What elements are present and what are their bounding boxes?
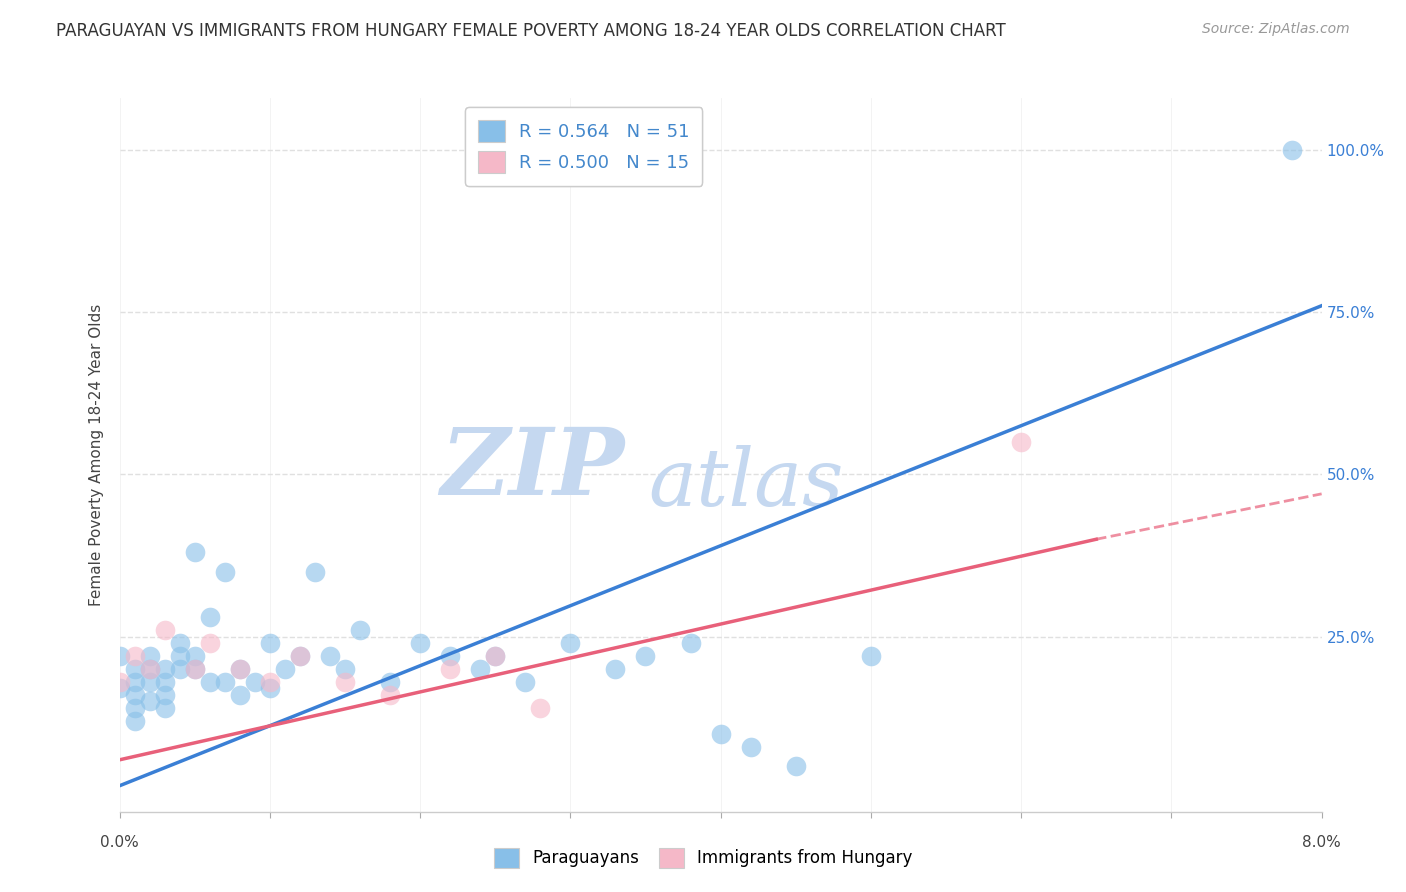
Point	[333, 662, 356, 676]
Point	[259, 681, 281, 696]
Point	[138, 662, 160, 676]
Point	[198, 610, 221, 624]
Point	[243, 675, 266, 690]
Point	[378, 675, 401, 690]
Point	[153, 675, 176, 690]
Point	[183, 648, 205, 663]
Point	[138, 662, 160, 676]
Point	[153, 701, 176, 715]
Point	[124, 714, 146, 728]
Point	[198, 636, 221, 650]
Point	[124, 688, 146, 702]
Point	[785, 759, 807, 773]
Point	[169, 648, 191, 663]
Point	[183, 662, 205, 676]
Point	[529, 701, 551, 715]
Point	[124, 675, 146, 690]
Text: atlas: atlas	[648, 445, 844, 522]
Point	[138, 648, 160, 663]
Point	[709, 727, 731, 741]
Y-axis label: Female Poverty Among 18-24 Year Olds: Female Poverty Among 18-24 Year Olds	[89, 304, 104, 606]
Point	[124, 701, 146, 715]
Point	[560, 636, 582, 650]
Point	[138, 675, 160, 690]
Legend: R = 0.564   N = 51, R = 0.500   N = 15: R = 0.564 N = 51, R = 0.500 N = 15	[465, 107, 703, 186]
Point	[214, 675, 236, 690]
Point	[605, 662, 627, 676]
Point	[288, 648, 311, 663]
Point	[679, 636, 702, 650]
Point	[439, 648, 461, 663]
Point	[153, 688, 176, 702]
Legend: Paraguayans, Immigrants from Hungary: Paraguayans, Immigrants from Hungary	[486, 841, 920, 875]
Point	[228, 662, 252, 676]
Point	[153, 623, 176, 637]
Point	[214, 565, 236, 579]
Point	[169, 662, 191, 676]
Point	[228, 688, 252, 702]
Text: 8.0%: 8.0%	[1302, 836, 1341, 850]
Point	[169, 636, 191, 650]
Point	[378, 688, 401, 702]
Point	[288, 648, 311, 663]
Text: ZIP: ZIP	[440, 425, 624, 514]
Point	[228, 662, 252, 676]
Text: Source: ZipAtlas.com: Source: ZipAtlas.com	[1202, 22, 1350, 37]
Point	[439, 662, 461, 676]
Point	[183, 545, 205, 559]
Point	[468, 662, 492, 676]
Point	[484, 648, 506, 663]
Point	[409, 636, 432, 650]
Point	[153, 662, 176, 676]
Point	[138, 694, 160, 708]
Point	[349, 623, 371, 637]
Point	[1281, 143, 1303, 157]
Point	[319, 648, 342, 663]
Point	[634, 648, 657, 663]
Point	[108, 681, 131, 696]
Point	[108, 675, 131, 690]
Text: 0.0%: 0.0%	[100, 836, 139, 850]
Point	[859, 648, 882, 663]
Point	[124, 662, 146, 676]
Point	[740, 739, 762, 754]
Point	[515, 675, 537, 690]
Point	[304, 565, 326, 579]
Point	[198, 675, 221, 690]
Point	[274, 662, 297, 676]
Point	[259, 675, 281, 690]
Point	[108, 648, 131, 663]
Point	[1010, 434, 1032, 449]
Point	[484, 648, 506, 663]
Point	[183, 662, 205, 676]
Text: PARAGUAYAN VS IMMIGRANTS FROM HUNGARY FEMALE POVERTY AMONG 18-24 YEAR OLDS CORRE: PARAGUAYAN VS IMMIGRANTS FROM HUNGARY FE…	[56, 22, 1005, 40]
Point	[124, 648, 146, 663]
Point	[333, 675, 356, 690]
Point	[259, 636, 281, 650]
